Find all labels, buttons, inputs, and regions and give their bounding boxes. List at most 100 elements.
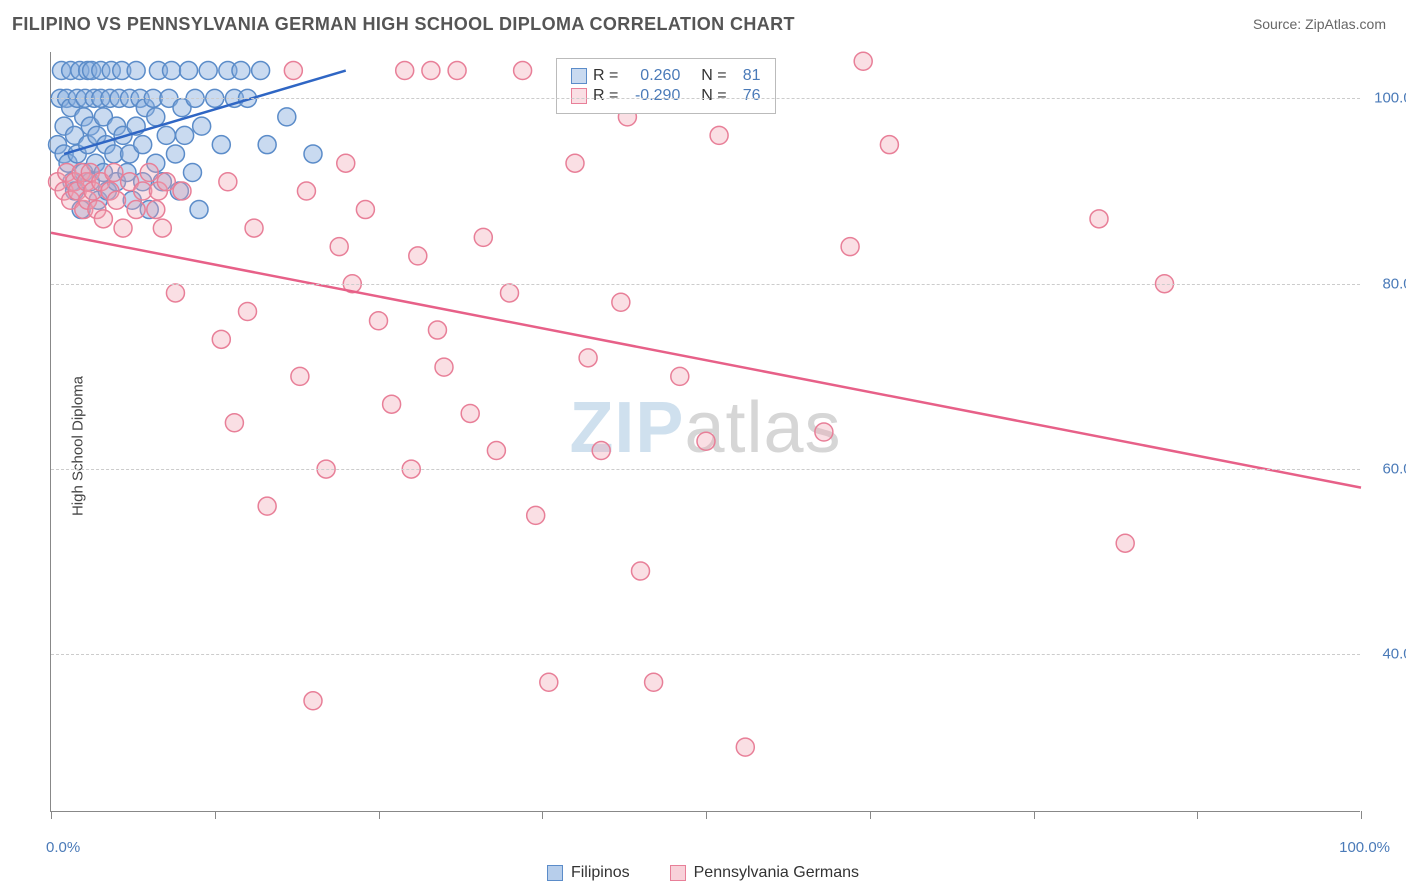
legend-swatch-filipinos bbox=[547, 865, 563, 881]
data-point bbox=[114, 219, 132, 237]
xmax-label: 100.0% bbox=[1339, 839, 1390, 856]
xtick bbox=[51, 811, 52, 819]
data-point bbox=[176, 126, 194, 144]
data-point bbox=[841, 238, 859, 256]
data-point bbox=[127, 62, 145, 80]
data-point bbox=[212, 136, 230, 154]
data-point bbox=[219, 173, 237, 191]
data-point bbox=[592, 442, 610, 460]
data-point bbox=[356, 201, 374, 219]
data-point bbox=[304, 692, 322, 710]
data-point bbox=[337, 154, 355, 172]
data-point bbox=[815, 423, 833, 441]
xtick bbox=[870, 811, 871, 819]
data-point bbox=[566, 154, 584, 172]
data-point bbox=[134, 136, 152, 154]
data-point bbox=[127, 201, 145, 219]
n-value-pagermans: 76 bbox=[733, 87, 761, 105]
data-point bbox=[94, 210, 112, 228]
data-point bbox=[1090, 210, 1108, 228]
data-point bbox=[258, 497, 276, 515]
data-point bbox=[166, 284, 184, 302]
data-point bbox=[140, 163, 158, 181]
swatch-pagermans bbox=[571, 88, 587, 104]
data-point bbox=[278, 108, 296, 126]
data-point bbox=[448, 62, 466, 80]
data-point bbox=[632, 562, 650, 580]
r-label-2: R = bbox=[593, 87, 618, 105]
data-point bbox=[193, 117, 211, 135]
ytick-label: 80.0% bbox=[1382, 275, 1406, 292]
data-point bbox=[153, 219, 171, 237]
data-point bbox=[396, 62, 414, 80]
chart-header: FILIPINO VS PENNSYLVANIA GERMAN HIGH SCH… bbox=[0, 0, 1406, 48]
data-point bbox=[304, 145, 322, 163]
data-point bbox=[487, 442, 505, 460]
n-label: N = bbox=[701, 67, 726, 85]
data-point bbox=[461, 404, 479, 422]
data-point bbox=[854, 52, 872, 70]
data-point bbox=[190, 201, 208, 219]
data-point bbox=[1116, 534, 1134, 552]
stats-legend: R = 0.260 N = 81 R = -0.290 N = 76 bbox=[556, 58, 776, 114]
xtick bbox=[1197, 811, 1198, 819]
gridline-h bbox=[51, 469, 1360, 470]
xtick bbox=[706, 811, 707, 819]
data-point bbox=[147, 108, 165, 126]
source-label: Source: bbox=[1253, 16, 1301, 32]
data-point bbox=[245, 219, 263, 237]
data-point bbox=[612, 293, 630, 311]
legend-swatch-pagermans bbox=[670, 865, 686, 881]
xtick bbox=[1034, 811, 1035, 819]
n-label-2: N = bbox=[701, 87, 726, 105]
data-point bbox=[180, 62, 198, 80]
data-point bbox=[252, 62, 270, 80]
data-point bbox=[284, 62, 302, 80]
data-point bbox=[297, 182, 315, 200]
data-point bbox=[173, 182, 191, 200]
data-point bbox=[710, 126, 728, 144]
data-point bbox=[157, 173, 175, 191]
data-point bbox=[330, 238, 348, 256]
data-point bbox=[645, 673, 663, 691]
legend-item-pagermans: Pennsylvania Germans bbox=[670, 864, 859, 882]
data-point bbox=[409, 247, 427, 265]
swatch-filipinos bbox=[571, 68, 587, 84]
bottom-legend: Filipinos Pennsylvania Germans bbox=[0, 864, 1406, 882]
data-point bbox=[736, 738, 754, 756]
data-point bbox=[232, 62, 250, 80]
data-point bbox=[199, 62, 217, 80]
data-point bbox=[514, 62, 532, 80]
xmin-label: 0.0% bbox=[46, 839, 80, 856]
data-point bbox=[147, 201, 165, 219]
legend-label-pagermans: Pennsylvania Germans bbox=[694, 864, 859, 882]
data-point bbox=[474, 228, 492, 246]
data-point bbox=[291, 367, 309, 385]
data-point bbox=[108, 191, 126, 209]
data-point bbox=[697, 432, 715, 450]
data-point bbox=[183, 163, 201, 181]
stats-row-filipinos: R = 0.260 N = 81 bbox=[571, 67, 761, 85]
data-point bbox=[435, 358, 453, 376]
source-name: ZipAtlas.com bbox=[1305, 16, 1386, 32]
data-point bbox=[258, 136, 276, 154]
r-label: R = bbox=[593, 67, 618, 85]
data-point bbox=[383, 395, 401, 413]
data-point bbox=[880, 136, 898, 154]
legend-item-filipinos: Filipinos bbox=[547, 864, 630, 882]
data-point bbox=[671, 367, 689, 385]
chart-title: FILIPINO VS PENNSYLVANIA GERMAN HIGH SCH… bbox=[0, 14, 795, 35]
ytick-label: 40.0% bbox=[1382, 646, 1406, 663]
xtick bbox=[215, 811, 216, 819]
data-point bbox=[239, 303, 257, 321]
data-point bbox=[370, 312, 388, 330]
gridline-h bbox=[51, 98, 1360, 99]
n-value-filipinos: 81 bbox=[733, 67, 761, 85]
r-value-pagermans: -0.290 bbox=[624, 87, 680, 105]
data-point bbox=[212, 330, 230, 348]
xtick bbox=[379, 811, 380, 819]
data-point bbox=[579, 349, 597, 367]
data-point bbox=[422, 62, 440, 80]
ytick-label: 100.0% bbox=[1374, 90, 1406, 107]
xtick bbox=[1361, 811, 1362, 819]
